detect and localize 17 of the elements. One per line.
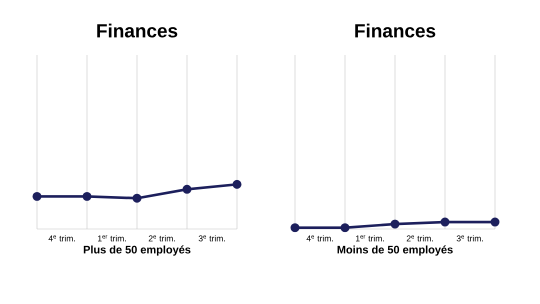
text: 2$^{e}$ trim.: [406, 235, 433, 242]
chart-title: Finances: [355, 24, 436, 38]
text: 3$^{e}$ trim.: [456, 235, 483, 242]
x-axis-title: Moins de 50 employés: [338, 245, 453, 256]
text: 4$^{e}$ trim.: [48, 235, 75, 242]
text: 3$^{e}$ trim.: [198, 235, 225, 242]
point: [182, 184, 192, 194]
text: 1$^{er}$ trim.: [98, 235, 126, 242]
text: 4$^{e}$ trim.: [306, 235, 333, 242]
text: 2$^{e}$ trim.: [148, 235, 175, 242]
point: [232, 180, 242, 189]
point: [82, 192, 92, 201]
point: [132, 194, 142, 203]
text: 1$^{er}$ trim.: [356, 235, 384, 242]
chart-title: Finances: [97, 24, 178, 38]
point: [32, 192, 42, 201]
x-axis-title: Plus de 50 employés: [84, 245, 190, 256]
